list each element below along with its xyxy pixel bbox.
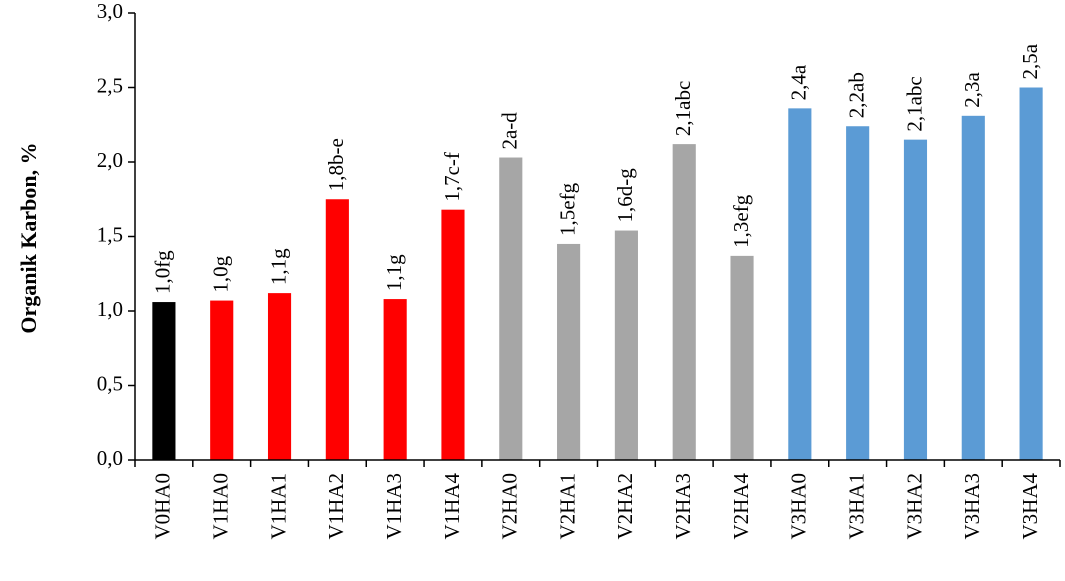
x-label-v1ha2: V1HA2 — [324, 473, 348, 540]
bar-v1ha2 — [325, 199, 349, 460]
data-labels: 1,0fg 1,0g 1,1g 1,8b-e 1,1g 1,7c-f 2a-d 1,5efg 1… — [151, 43, 1042, 294]
data-label-v1ha3: 1,1g — [382, 254, 406, 291]
data-label-v2ha0: 2a-d — [498, 112, 522, 150]
bar-v1ha0 — [210, 300, 234, 460]
data-label-v1ha2: 1,8b-e — [324, 138, 348, 191]
bar-v3ha1 — [846, 126, 870, 461]
bar-v2ha3 — [672, 144, 696, 460]
x-label-v2ha4: V2HA4 — [729, 473, 753, 540]
x-label-v1ha0: V1HA0 — [209, 473, 233, 540]
data-label-v3ha0: 2,4a — [787, 64, 811, 100]
y-tick-label: 1,5 — [97, 222, 123, 246]
y-tick-labels: 0,0 0,5 1,0 1,5 2,0 2,5 3,0 — [97, 0, 123, 470]
x-label-v2ha2: V2HA2 — [613, 473, 637, 540]
bar-v1ha1 — [267, 293, 292, 460]
y-axis-title: Organik Karbon, % — [16, 142, 41, 333]
data-label-v0ha0: 1,0fg — [151, 250, 175, 294]
x-label-v1ha1: V1HA1 — [266, 473, 290, 540]
y-tick-label: 0,0 — [97, 446, 123, 470]
data-label-v2ha3: 2,1abc — [671, 81, 695, 136]
bar-v3ha4 — [1019, 87, 1043, 460]
x-label-v2ha0: V2HA0 — [498, 473, 522, 540]
bar-v1ha3 — [383, 299, 407, 460]
x-label-v3ha2: V3HA2 — [902, 473, 926, 540]
bar-v3ha3 — [961, 115, 985, 460]
data-label-v3ha3: 2,3a — [960, 72, 984, 108]
x-label-v2ha3: V2HA3 — [671, 473, 695, 540]
data-label-v1ha0: 1,0g — [209, 255, 233, 292]
axes-layer — [128, 12, 1061, 467]
x-category-labels: V0HA0 V1HA0 V1HA1 V1HA2 V1HA3 V1HA4 V2HA0 V2HA1… — [151, 473, 1042, 540]
bar-v1ha4 — [441, 209, 465, 460]
bar-v2ha4 — [730, 255, 754, 460]
data-label-v3ha2: 2,1abc — [902, 76, 926, 131]
bar-v3ha0 — [788, 108, 812, 461]
x-label-v1ha4: V1HA4 — [440, 473, 464, 540]
data-label-v2ha4: 1,3efg — [729, 194, 753, 248]
data-label-v3ha1: 2,2ab — [844, 72, 868, 118]
x-label-v2ha1: V2HA1 — [555, 473, 579, 540]
y-tick-label: 2,0 — [97, 148, 123, 172]
data-label-v3ha4: 2,5a — [1018, 43, 1042, 79]
y-tick-label: 3,0 — [97, 0, 123, 23]
x-label-v3ha3: V3HA3 — [960, 473, 984, 540]
x-label-v3ha1: V3HA1 — [844, 473, 868, 540]
bar-v3ha2 — [903, 139, 928, 460]
x-label-v3ha4: V3HA4 — [1018, 473, 1042, 540]
bars-layer — [152, 87, 1043, 461]
bar-v0ha0 — [152, 302, 176, 460]
bar-v2ha1 — [557, 243, 581, 460]
data-label-v2ha1: 1,5efg — [555, 182, 579, 236]
y-tick-label: 2,5 — [97, 73, 123, 97]
data-label-v1ha4: 1,7c-f — [440, 152, 464, 202]
data-label-v2ha2: 1,6d-g — [613, 168, 637, 223]
y-tick-label: 1,0 — [97, 297, 123, 321]
bar-v2ha2 — [614, 230, 638, 460]
bar-v2ha0 — [499, 157, 523, 460]
x-label-v3ha0: V3HA0 — [787, 473, 811, 540]
data-label-v1ha1: 1,1g — [266, 248, 290, 285]
x-label-v1ha3: V1HA3 — [382, 473, 406, 540]
x-label-v0ha0: V0HA0 — [151, 473, 175, 540]
y-tick-label: 0,5 — [97, 371, 123, 395]
